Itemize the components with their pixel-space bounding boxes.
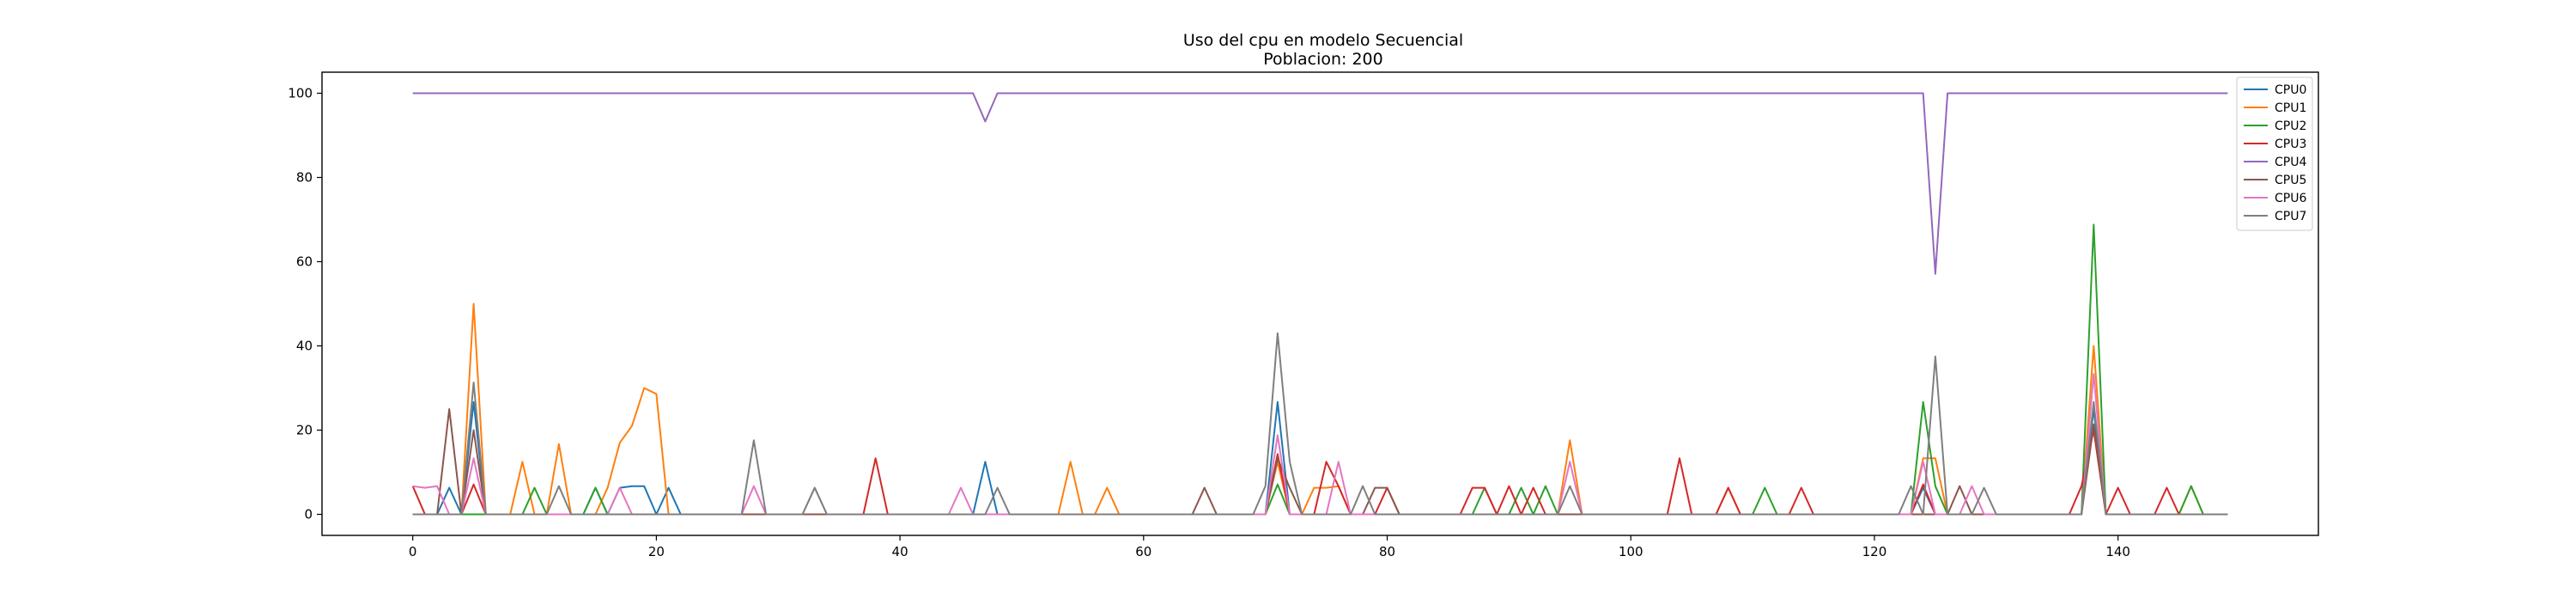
series-line-cpu1 [412,302,2228,516]
x-tick-label: 20 [648,544,665,559]
plot-frame [321,71,2319,536]
legend-label-cpu5: CPU5 [2275,174,2306,187]
legend-label-cpu2: CPU2 [2275,119,2306,133]
x-tick-label: 60 [1135,544,1151,559]
legend-label-cpu3: CPU3 [2275,138,2306,151]
legend-label-cpu1: CPU1 [2275,101,2306,115]
series-line-cpu4 [412,92,2228,275]
legend-label-cpu6: CPU6 [2275,192,2306,205]
y-tick-label: 60 [296,254,313,270]
x-tick-label: 0 [409,544,417,559]
chart-subtitle: Poblacion: 200 [1263,50,1383,69]
x-tick-label: 120 [1862,544,1887,559]
legend-box [2236,76,2313,231]
y-tick-label: 40 [296,339,313,354]
series-layer [411,92,2228,516]
y-tick-label: 100 [288,86,313,101]
x-tick-label: 40 [892,544,908,559]
y-tick-label: 80 [296,170,313,186]
y-tick-label: 20 [296,423,313,438]
chart-title: Uso del cpu en modelo Secuencial [1183,31,1463,50]
x-tick-label: 80 [1379,544,1395,559]
legend: CPU0 CPU1 CPU2 CPU3 CPU4 CPU5 CPU6 CPU7 [2236,76,2313,231]
series-line-cpu5 [412,408,2228,516]
series-line-cpu7 [412,332,2228,516]
legend-label-cpu0: CPU0 [2275,83,2306,97]
legend-label-cpu7: CPU7 [2275,210,2306,223]
series-line-cpu3 [411,429,2228,516]
y-tick-label: 0 [304,507,313,522]
axis-layer: 0 20 40 60 80 100 120 140 0 20 40 60 80 100 [288,86,2130,560]
legend-label-cpu4: CPU4 [2275,156,2306,169]
x-tick-label: 100 [1619,544,1643,559]
series-line-cpu2 [412,223,2228,516]
x-tick-label: 140 [2105,544,2130,559]
series-line-cpu6 [412,373,2228,516]
